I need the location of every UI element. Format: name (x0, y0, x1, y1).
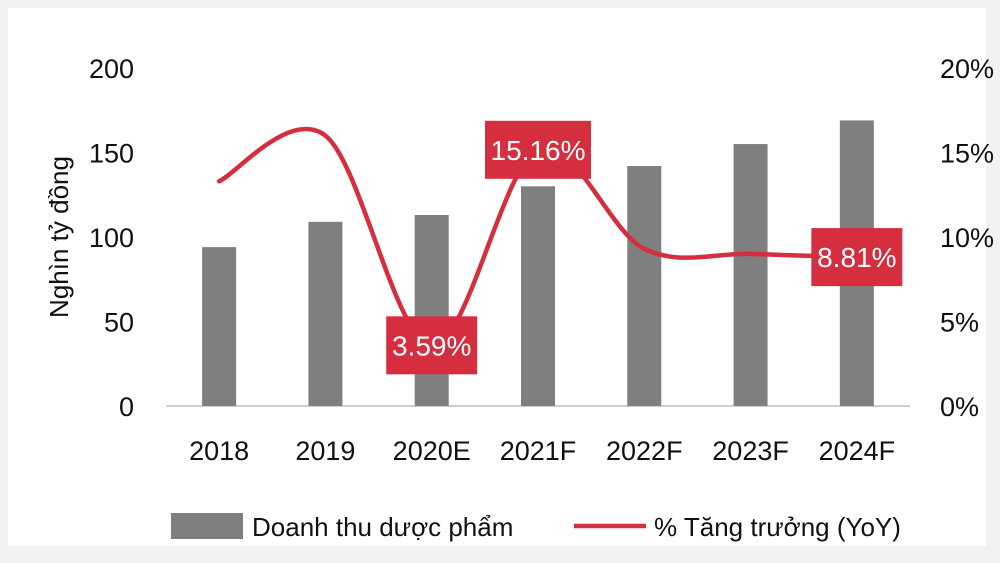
bar-2021F (521, 186, 555, 406)
callout-label-2024F: 8.81% (817, 242, 896, 273)
callout-2020E (386, 316, 478, 375)
growth-line (216, 126, 860, 348)
chart-frame: 3.59% 15.16% 8.81% 2018 2019 2020E 2021F 2022F… (8, 8, 994, 546)
legend-line-label: % Tăng trưởng (YoY) (654, 512, 901, 542)
y-tick-200: 200 (89, 54, 134, 84)
y2-tick-0%: 0% (940, 392, 979, 422)
x-tick-2024F: 2024F (819, 436, 896, 466)
chart: 3.59% 15.16% 8.81% 2018 2019 2020E 2021F 2022F… (44, 54, 994, 542)
y2-tick-5%: 5% (940, 308, 979, 338)
callout-label-2020E: 3.59% (392, 330, 471, 361)
y2-tick-10%: 10% (940, 223, 994, 253)
legend-bar-label: Doanh thu dược phẩm (252, 512, 513, 542)
x-tick-2022F: 2022F (606, 436, 683, 466)
x-tick-2021F: 2021F (500, 436, 577, 466)
callout-2024F (811, 228, 903, 287)
y2-tick-15%: 15% (940, 139, 994, 169)
legend: Doanh thu dược phẩm % Tăng trưởng (YoY) (171, 512, 901, 542)
bar-2019 (308, 221, 343, 406)
y-axis-label: Nghìn tỷ đồng (44, 156, 74, 318)
y-tick-150: 150 (89, 139, 134, 169)
callout-2021F (485, 120, 591, 179)
x-tick-2023F: 2023F (712, 436, 789, 466)
y-tick-100: 100 (89, 223, 134, 253)
bar-2023F (733, 144, 768, 407)
bar-2018 (202, 247, 237, 406)
y-tick-50: 50 (104, 308, 134, 338)
legend-bar-swatch (171, 513, 243, 539)
callout-label-2021F: 15.16% (491, 135, 586, 166)
x-tick-2020E: 2020E (393, 436, 471, 466)
y2-tick-20%: 20% (940, 54, 994, 84)
x-tick-2018: 2018 (189, 436, 249, 466)
x-tick-2019: 2019 (295, 436, 355, 466)
y-tick-0: 0 (119, 392, 134, 422)
bar-2022F (627, 166, 662, 406)
bar-2020E (414, 215, 449, 406)
